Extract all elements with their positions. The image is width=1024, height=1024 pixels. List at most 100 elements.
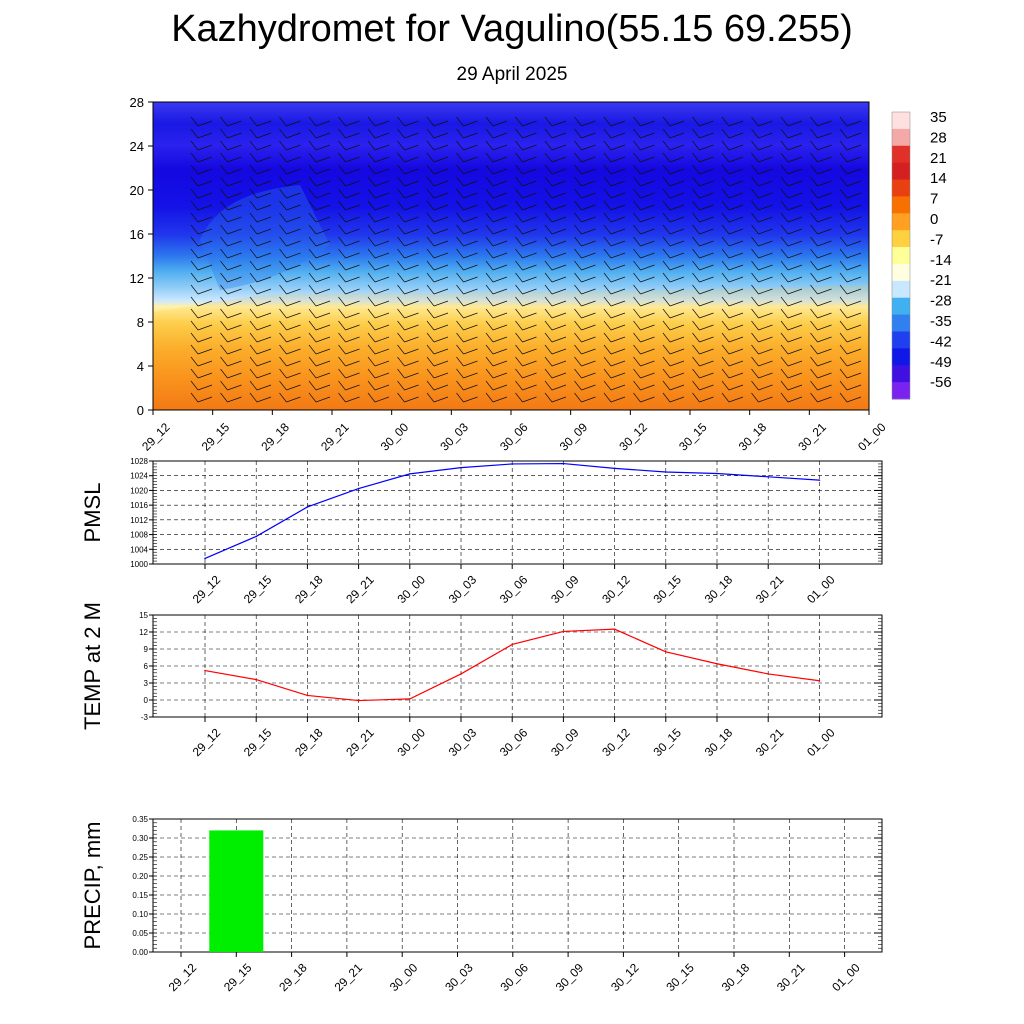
wind-barb — [367, 284, 390, 295]
wind-barb — [515, 140, 537, 151]
wind-barb — [603, 176, 626, 187]
precip-x-tick-label: 29_18 — [276, 960, 310, 994]
colorbar-label: 35 — [930, 109, 947, 126]
wind-barb — [810, 380, 832, 391]
wind-barb — [220, 380, 242, 391]
wind-barb — [308, 284, 331, 295]
wind-barb — [603, 212, 626, 223]
wind-barb — [397, 128, 419, 139]
pmsl-point — [767, 476, 769, 478]
wind-barb — [633, 116, 655, 127]
wind-barb — [544, 164, 567, 175]
wind-barb — [839, 152, 862, 163]
wind-barb — [485, 236, 508, 247]
wind-barb — [279, 272, 301, 283]
temp-x-tick-label: 29_21 — [343, 725, 377, 759]
wind-barb — [574, 140, 596, 151]
pmsl-point — [357, 487, 360, 490]
wind-barb — [751, 368, 773, 379]
wind-barb — [662, 308, 685, 319]
wind-barb — [633, 272, 655, 283]
wind-barb — [338, 248, 360, 259]
wind-barb — [485, 272, 508, 283]
wind-barb — [544, 392, 567, 403]
wind-barb — [662, 272, 685, 283]
y-tick-label: 12 — [130, 271, 144, 286]
y-tick-label: 8 — [137, 315, 144, 330]
wind-barb — [839, 332, 862, 343]
wind-barb — [367, 248, 390, 259]
warm-layer — [153, 285, 869, 410]
pmsl-point — [204, 557, 206, 560]
wind-barb — [751, 320, 773, 331]
colorbar-label: 7 — [930, 191, 938, 208]
colorbar-label: -21 — [930, 272, 952, 289]
wind-barb — [308, 332, 331, 343]
wind-barb — [220, 152, 242, 163]
wind-barb — [633, 356, 655, 367]
wind-barb — [485, 380, 508, 391]
temp-y-tick-label: 12 — [139, 628, 148, 637]
wind-barb — [721, 392, 744, 403]
precip-x-tick-label: 30_06 — [497, 960, 531, 994]
wind-barb — [220, 224, 242, 235]
wind-barb — [308, 164, 331, 175]
wind-barb — [839, 344, 862, 355]
wind-barb — [397, 272, 419, 283]
wind-barb — [220, 344, 242, 355]
wind-barb — [515, 320, 537, 331]
x-tick-label: 29_12 — [139, 420, 173, 454]
pmsl-x-tick-label: 30_21 — [753, 572, 787, 606]
wind-barb — [279, 236, 301, 247]
wind-barb — [426, 260, 449, 271]
wind-barb — [220, 128, 242, 139]
wind-barb — [751, 116, 773, 127]
wind-barb — [367, 236, 390, 247]
temp-x-tick-label: 30_15 — [650, 725, 684, 759]
wind-barb — [662, 140, 685, 151]
wind-barb — [220, 140, 242, 151]
wind-barb — [190, 392, 213, 403]
wind-barb — [780, 332, 803, 343]
pmsl-frame — [152, 460, 883, 565]
wind-barb — [810, 296, 832, 307]
wind-barb — [574, 116, 596, 127]
wind-barb — [544, 116, 567, 127]
wind-barb — [485, 188, 508, 199]
wind-barb — [515, 188, 537, 199]
wind-barb — [397, 332, 419, 343]
colorbar-swatch — [892, 145, 910, 164]
wind-barb — [279, 320, 301, 331]
wind-barb — [544, 200, 567, 211]
page-subtitle: 29 April 2025 — [456, 64, 568, 85]
wind-barb — [662, 176, 685, 187]
wind-barb — [751, 380, 773, 391]
wind-barb — [839, 272, 862, 283]
wind-barb — [367, 344, 390, 355]
wind-barb — [279, 284, 301, 295]
wind-barb — [780, 140, 803, 151]
wind-barb — [662, 152, 685, 163]
x-tick-label: 30_18 — [736, 420, 770, 454]
wind-barb — [426, 284, 449, 295]
pmsl-x-tick-label: 30_15 — [650, 572, 684, 606]
wind-barb — [810, 392, 832, 403]
wind-barb — [780, 308, 803, 319]
temp-x-tick-label: 30_06 — [497, 725, 531, 759]
wind-barb — [190, 332, 213, 343]
temp-point — [204, 669, 206, 672]
page-title: Kazhydromet for Vagulino(55.15 69.255) — [171, 8, 853, 50]
colorbar-swatch — [892, 382, 910, 400]
wind-barb — [692, 320, 714, 331]
wind-barb — [721, 380, 744, 391]
temp-y-tick-label: 6 — [144, 662, 149, 671]
wind-barb — [515, 128, 537, 139]
wind-barb — [308, 392, 331, 403]
wind-barb — [839, 116, 862, 127]
wind-barb — [249, 212, 272, 223]
wind-barb — [249, 236, 272, 247]
temp-point — [357, 699, 360, 702]
wind-barb — [662, 380, 685, 391]
colorbar-frame — [891, 111, 911, 400]
wind-barb — [367, 296, 390, 307]
